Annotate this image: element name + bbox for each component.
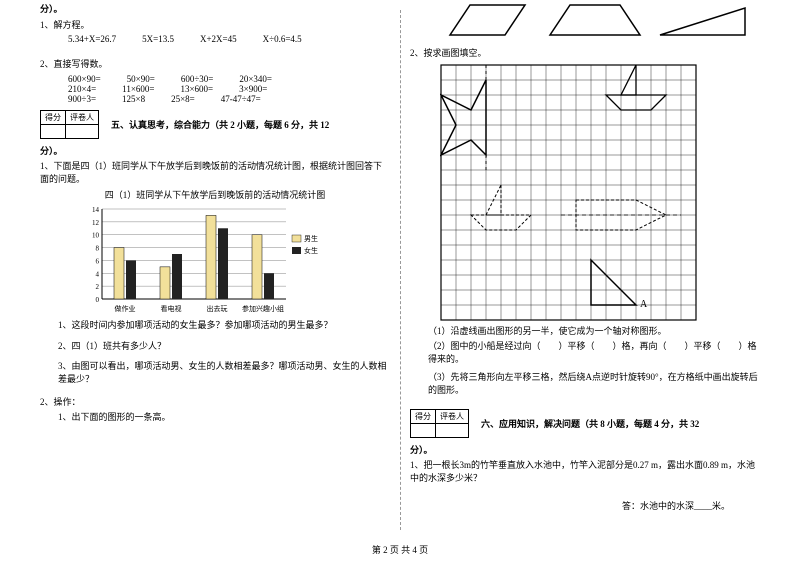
svg-text:A: A bbox=[640, 299, 648, 310]
score-cell[interactable] bbox=[436, 423, 469, 437]
svg-text:10: 10 bbox=[92, 232, 100, 240]
score-cell[interactable] bbox=[66, 124, 99, 138]
continued-header: 分）。 bbox=[40, 3, 390, 16]
section-5-title-b: 分）。 bbox=[40, 145, 390, 158]
eq: 600÷30= bbox=[181, 74, 214, 84]
three-shapes-svg bbox=[430, 0, 750, 44]
score-label: 得分 bbox=[411, 409, 436, 423]
page-footer: 第 2 页 共 4 页 bbox=[0, 543, 800, 556]
activity-chart: 0 2 4 6 8 10 12 14 做作业 看电视 出去玩 参加兴趣小组 男生女生 bbox=[40, 205, 390, 315]
eq: 47-47÷47= bbox=[221, 94, 261, 104]
svg-text:14: 14 bbox=[92, 206, 100, 214]
section-6-title-b: 分）。 bbox=[410, 444, 760, 457]
triangle-shape bbox=[660, 8, 745, 35]
eq: 600×90= bbox=[68, 74, 101, 84]
grid-svg: A bbox=[440, 64, 697, 321]
svg-text:6: 6 bbox=[96, 258, 100, 266]
svg-text:0: 0 bbox=[96, 296, 100, 304]
svg-text:2: 2 bbox=[96, 283, 100, 291]
score-box: 得分评卷人 bbox=[40, 110, 99, 139]
svg-text:8: 8 bbox=[96, 245, 100, 253]
q2-label: 2、直接写得数。 bbox=[40, 58, 390, 71]
eq: 20×340= bbox=[239, 74, 272, 84]
section-6-header: 得分评卷人 六、应用知识，解决问题（共 8 小题，每题 4 分，共 32 bbox=[410, 409, 760, 438]
svg-text:做作业: 做作业 bbox=[115, 304, 136, 313]
right-column: 2、按求画图填空。 A （1）沿虚线画出图形的另一半，使它成为一个轴对称图形。 … bbox=[400, 0, 770, 540]
eq: X÷0.6=4.5 bbox=[263, 34, 302, 44]
q5-1-3: 3、由图可以看出，哪项活动男、女生的人数相差最多？哪项活动男、女生的人数相差最少… bbox=[40, 360, 390, 385]
q5-1-2: 2、四（1）班共有多少人？ bbox=[40, 340, 390, 353]
section-6-title: 六、应用知识，解决问题（共 8 小题，每题 4 分，共 32 bbox=[481, 417, 699, 430]
eq: 50×90= bbox=[127, 74, 155, 84]
parallelogram-shape bbox=[450, 5, 525, 35]
q5-1-1: 1、这段时间内参加哪项活动的女生最多？参加哪项活动的男生最多？ bbox=[40, 319, 390, 332]
svg-text:看电视: 看电视 bbox=[161, 304, 182, 313]
eq: 125×8 bbox=[122, 94, 145, 104]
grid-figure: A bbox=[410, 64, 760, 321]
score-cell[interactable] bbox=[41, 124, 66, 138]
score-label: 评卷人 bbox=[436, 409, 469, 423]
score-cell[interactable] bbox=[411, 423, 436, 437]
chart-title: 四（1）班同学从下午放学后到晚饭前的活动情况统计图 bbox=[40, 189, 390, 202]
score-box: 得分评卷人 bbox=[410, 409, 469, 438]
q5-2: 2、操作： bbox=[40, 396, 390, 409]
bar-chart-svg: 0 2 4 6 8 10 12 14 做作业 看电视 出去玩 参加兴趣小组 男生女生 bbox=[80, 205, 340, 315]
q1-label: 1、解方程。 bbox=[40, 19, 390, 32]
section-5-title: 五、认真思考，综合能力（共 2 小题，每题 6 分，共 12 bbox=[111, 118, 329, 131]
g3: （3）先将三角形向左平移三格，然后绕A点逆时针旋转90°，在方格纸中画出旋转后的… bbox=[410, 371, 760, 396]
score-label: 得分 bbox=[41, 110, 66, 124]
g1: （1）沿虚线画出图形的另一半，使它成为一个轴对称图形。 bbox=[410, 325, 760, 338]
eq: 11×600= bbox=[122, 84, 154, 94]
r-q2: 2、按求画图填空。 bbox=[410, 47, 760, 60]
g2: （2）图中的小船是经过向（ ）平移（ ）格，再向（ ）平移（ ）格得来的。 bbox=[410, 340, 760, 365]
eq2-row: 600×90= 50×90= 600÷30= 20×340= bbox=[40, 74, 390, 84]
eq2-row: 900÷3= 125×8 25×8= 47-47÷47= bbox=[40, 94, 390, 104]
svg-text:12: 12 bbox=[92, 219, 100, 227]
left-column: 分）。 1、解方程。 5.34+X=26.7 5X=13.5 X+2X=45 X… bbox=[30, 0, 400, 540]
section-5-header: 得分评卷人 五、认真思考，综合能力（共 2 小题，每题 6 分，共 12 bbox=[40, 110, 390, 139]
eq: 900÷3= bbox=[68, 94, 96, 104]
shapes-row bbox=[410, 0, 760, 44]
q5-1: 1、下面是四（1）班同学从下午放学后到晚饭前的活动情况统计图，根据统计图回答下面… bbox=[40, 160, 390, 185]
svg-text:4: 4 bbox=[96, 270, 100, 278]
eq: X+2X=45 bbox=[200, 34, 237, 44]
svg-text:出去玩: 出去玩 bbox=[207, 304, 228, 313]
score-label: 评卷人 bbox=[66, 110, 99, 124]
q6-1-answer: 答：水池中的水深____米。 bbox=[410, 500, 760, 513]
svg-text:参加兴趣小组: 参加兴趣小组 bbox=[242, 304, 284, 313]
eq: 5X=13.5 bbox=[142, 34, 174, 44]
eq: 25×8= bbox=[171, 94, 195, 104]
q6-1: 1、把一根长3m的竹竿垂直放入水池中，竹竿入泥部分是0.27 m，露出水面0.8… bbox=[410, 459, 760, 484]
eq1-row: 5.34+X=26.7 5X=13.5 X+2X=45 X÷0.6=4.5 bbox=[40, 34, 390, 44]
svg-text:女生: 女生 bbox=[304, 246, 318, 255]
eq: 210×4= bbox=[68, 84, 96, 94]
eq: 13×600= bbox=[180, 84, 213, 94]
q5-2-1: 1、出下面的图形的一条高。 bbox=[40, 411, 390, 424]
eq: 3×900= bbox=[239, 84, 267, 94]
eq2-row: 210×4= 11×600= 13×600= 3×900= bbox=[40, 84, 390, 94]
trapezoid-shape bbox=[550, 5, 640, 35]
eq: 5.34+X=26.7 bbox=[68, 34, 116, 44]
svg-text:男生: 男生 bbox=[304, 234, 318, 243]
